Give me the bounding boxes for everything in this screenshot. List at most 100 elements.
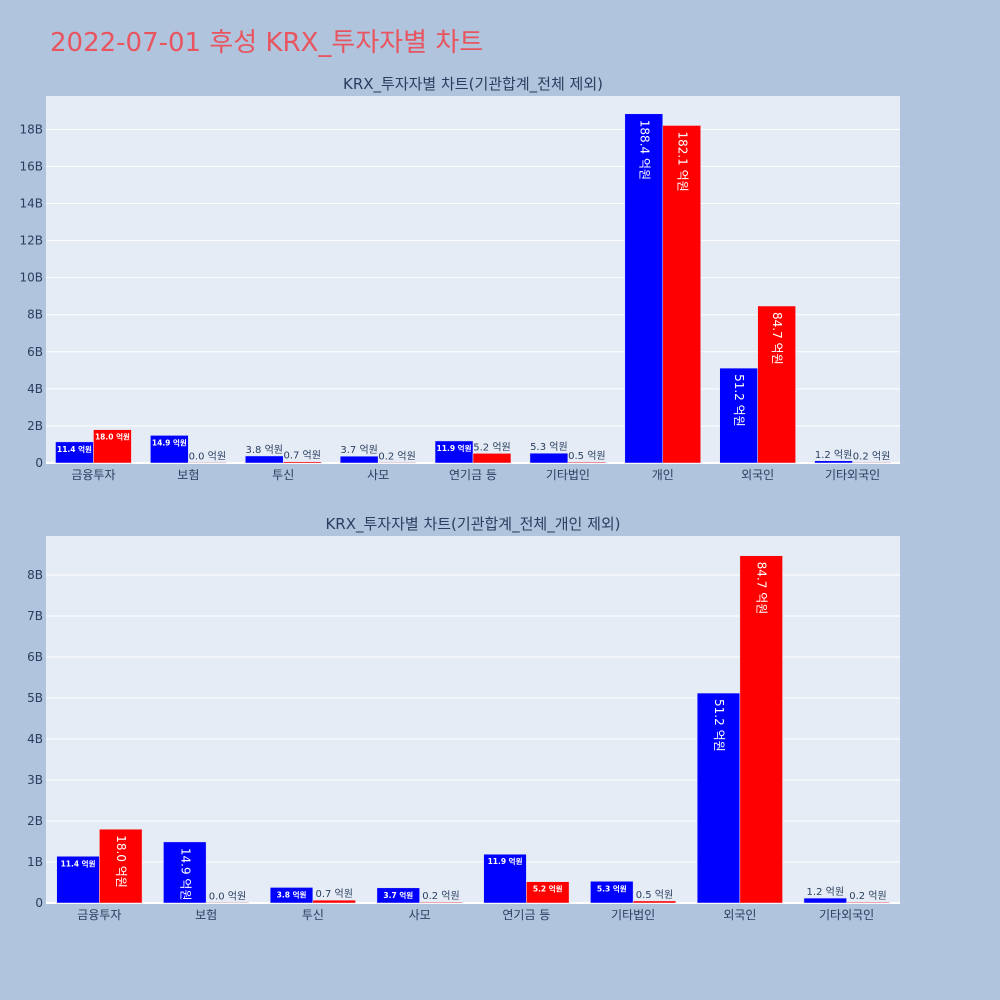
x-tick-label: 기타법인 <box>546 468 590 482</box>
bar <box>56 856 100 904</box>
y-tick-label: 0 <box>35 456 43 470</box>
bar <box>419 901 463 904</box>
bar <box>846 901 890 904</box>
y-tick-label: 3B <box>27 773 43 787</box>
bar <box>662 125 701 464</box>
bar <box>814 460 853 464</box>
chart-title: KRX_투자자별 차트(기관합계_전체_개인 제외) <box>325 515 620 534</box>
y-tick-label: 6B <box>27 650 43 664</box>
x-tick-label: 기타외국인 <box>819 908 874 922</box>
bar <box>434 440 474 464</box>
bar <box>757 305 796 464</box>
data-label: 14.9 억원 <box>178 848 192 901</box>
data-label: 51.2 억원 <box>712 699 726 752</box>
data-label: 5.3 억원 <box>530 441 567 453</box>
y-tick-label: 6B <box>27 345 43 359</box>
x-tick-label: 투신 <box>272 468 294 482</box>
data-label: 5.2 억원 <box>473 441 510 453</box>
data-label: 18.0 억원 <box>114 835 128 888</box>
bar <box>150 435 189 464</box>
x-tick-label: 금융투자 <box>71 468 115 482</box>
bar <box>312 899 356 904</box>
y-tick-label: 12B <box>19 234 43 248</box>
chart-title: KRX_투자자별 차트(기관합계_전체 제외) <box>343 75 603 94</box>
data-label: 0.7 억원 <box>315 888 352 900</box>
data-label: 0.2 억원 <box>853 450 890 462</box>
data-label: 5.3 억원 <box>597 883 627 893</box>
bar <box>205 902 250 904</box>
y-tick-label: 2B <box>27 814 43 828</box>
data-label: 11.9 억원 <box>488 856 523 866</box>
y-tick-label: 8B <box>27 568 43 582</box>
data-label: 0.2 억원 <box>422 890 459 902</box>
data-label: 1.2 억원 <box>807 886 844 898</box>
bar <box>739 555 783 904</box>
bar <box>719 367 758 464</box>
data-label: 0.5 억원 <box>568 450 605 462</box>
bar <box>567 461 607 464</box>
x-tick-label: 기타법인 <box>611 908 655 922</box>
bar <box>376 887 420 904</box>
x-tick-label: 연기금 등 <box>502 908 550 922</box>
y-tick-label: 10B <box>19 271 43 285</box>
bar <box>803 897 847 904</box>
y-tick-label: 7B <box>27 609 43 623</box>
bar <box>483 853 527 904</box>
data-label: 3.7 억원 <box>340 444 377 456</box>
x-tick-label: 기타외국인 <box>825 468 880 482</box>
data-label: 84.7 억원 <box>770 312 784 365</box>
data-label: 182.1 억원 <box>675 131 689 191</box>
x-tick-label: 사모 <box>409 908 431 922</box>
data-label: 0.7 억원 <box>283 450 320 462</box>
bar <box>163 841 207 904</box>
data-label: 1.2 억원 <box>815 449 852 461</box>
bar <box>93 429 132 464</box>
x-tick-label: 금융투자 <box>77 908 121 922</box>
y-tick-label: 5B <box>27 691 43 705</box>
data-label: 11.9 억원 <box>437 443 472 453</box>
bar <box>852 462 891 464</box>
data-label: 0.2 억원 <box>849 890 886 902</box>
data-label: 11.4 억원 <box>57 444 92 454</box>
bar <box>632 900 677 904</box>
x-tick-label: 외국인 <box>723 908 756 922</box>
x-tick-label: 외국인 <box>741 468 774 482</box>
x-tick-label: 투신 <box>302 908 324 922</box>
y-tick-label: 0 <box>35 896 43 910</box>
bar <box>529 452 569 464</box>
bar <box>377 462 417 464</box>
data-label: 5.2 억원 <box>533 884 563 894</box>
chart-bottom: KRX_투자자별 차트(기관합계_전체_개인 제외) 0 1B 2B 3B 4B 5B 6B 7… <box>27 515 900 922</box>
y-tick-label: 4B <box>27 732 43 746</box>
data-label: 3.8 억원 <box>246 444 283 456</box>
data-label: 3.7 억원 <box>383 890 413 900</box>
bar <box>526 881 570 904</box>
y-tick-label: 4B <box>27 382 43 396</box>
y-tick-label: 8B <box>27 308 43 322</box>
y-tick-label: 1B <box>27 855 43 869</box>
data-label: 0.0 억원 <box>189 450 226 462</box>
data-label: 11.4 억원 <box>61 858 96 868</box>
y-tick-label: 14B <box>19 197 43 211</box>
y-tick-label: 2B <box>27 419 43 433</box>
data-label: 51.2 억원 <box>732 374 746 427</box>
x-tick-label: 보험 <box>195 908 217 922</box>
x-tick-label: 연기금 등 <box>449 468 497 482</box>
y-tick-label: 18B <box>19 122 43 136</box>
data-label: 188.4 억원 <box>637 120 651 180</box>
bar <box>624 113 664 464</box>
page-title: 2022-07-01 후성 KRX_투자자별 차트 <box>50 28 484 58</box>
data-label: 18.0 억원 <box>95 432 130 442</box>
data-label: 0.5 억원 <box>636 889 673 901</box>
bar <box>696 692 741 904</box>
data-label: 0.0 억원 <box>209 890 246 902</box>
chart-top: KRX_투자자별 차트(기관합계_전체 제외) 0 2B 4B 6B 8B 10B 12B 14… <box>19 75 900 482</box>
y-tick-label: 16B <box>19 159 43 173</box>
x-tick-label: 보험 <box>177 468 199 482</box>
bar <box>282 461 322 464</box>
bar <box>590 881 634 904</box>
bar <box>245 455 284 464</box>
x-tick-label: 개인 <box>652 468 674 482</box>
bar <box>188 462 227 464</box>
data-label: 14.9 억원 <box>152 437 187 447</box>
